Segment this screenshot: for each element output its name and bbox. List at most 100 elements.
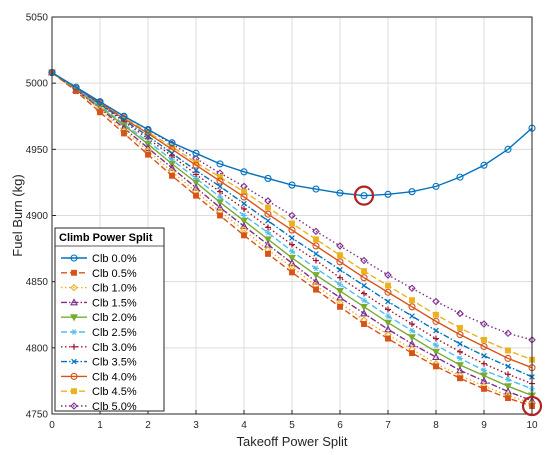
data-point [169, 172, 175, 179]
data-point [289, 248, 295, 255]
marker-stroke [337, 266, 343, 273]
legend-label: Clb 3.5% [92, 357, 137, 369]
data-point [456, 309, 464, 318]
legend-label: Clb 2.5% [92, 327, 137, 339]
data-point [264, 197, 272, 205]
data-point [312, 272, 320, 280]
marker-stroke [362, 297, 366, 304]
data-point [337, 266, 343, 273]
marker-stroke [409, 313, 415, 319]
data-point [361, 290, 367, 297]
data-point [265, 250, 271, 257]
data-point [265, 217, 271, 224]
data-point [241, 212, 247, 219]
data-point [216, 199, 224, 207]
data-point [193, 171, 199, 178]
data-point [505, 395, 511, 402]
data-point [192, 183, 200, 191]
marker-stroke [434, 342, 438, 349]
data-point [409, 313, 415, 319]
x-tick-label: 7 [385, 420, 391, 431]
series-clb-3-0- [49, 69, 535, 387]
data-point [241, 200, 247, 207]
x-tick-label: 8 [433, 420, 439, 431]
data-point [336, 242, 344, 250]
data-point [385, 282, 391, 289]
marker-stroke [72, 329, 76, 335]
series-line [51, 71, 533, 369]
data-point [504, 387, 512, 395]
data-point [313, 265, 319, 272]
x-tick-label: 9 [481, 420, 487, 431]
data-point [216, 160, 224, 168]
marker-stroke [505, 363, 511, 370]
y-tick-label: 4750 [26, 410, 49, 421]
data-point [169, 152, 175, 159]
data-point [217, 194, 223, 200]
data-point [481, 352, 487, 359]
x-axis-label: Takeoff Power Split [236, 434, 347, 449]
data-point [409, 321, 415, 328]
data-point [71, 329, 77, 335]
data-point [480, 161, 488, 169]
data-point [240, 168, 248, 176]
data-point [265, 229, 271, 236]
data-point [384, 288, 392, 296]
data-point [289, 269, 295, 276]
data-point [312, 185, 320, 193]
legend-entry: Clb 0.0% [61, 253, 137, 265]
data-point [433, 342, 439, 349]
x-tick-label: 1 [97, 420, 103, 431]
legend-label: Clb 4.5% [92, 386, 137, 398]
data-point [505, 371, 511, 378]
data-point [360, 309, 368, 317]
data-point [240, 221, 248, 230]
y-tick-label: 4950 [26, 145, 49, 156]
marker-stroke [290, 248, 294, 255]
data-point [121, 130, 127, 137]
series-clb-0-0- [48, 69, 536, 200]
marker-stroke [386, 313, 390, 319]
legend-label: Clb 2.0% [92, 312, 137, 324]
y-tick-label: 4800 [26, 343, 49, 354]
data-point [288, 226, 296, 234]
data-point [241, 205, 247, 212]
highlight-circle [353, 185, 375, 206]
data-point [192, 161, 200, 169]
y-tick-label: 4900 [26, 211, 49, 222]
data-point [337, 274, 343, 281]
data-point [70, 314, 78, 322]
data-point [456, 331, 464, 339]
data-point [432, 297, 440, 306]
data-point [337, 252, 343, 259]
data-point [71, 358, 77, 365]
data-point [289, 220, 295, 227]
data-point [217, 188, 223, 195]
data-point [192, 179, 200, 187]
data-point [456, 173, 464, 181]
data-point [145, 151, 151, 158]
legend-items: Clb 0.0% Clb 0.5% Clb 1.0% Clb 1.5% Clb 2.0%… [61, 253, 137, 413]
data-point [505, 376, 511, 383]
data-point [97, 109, 103, 116]
data-point [70, 372, 78, 380]
data-point [432, 348, 440, 356]
legend-label: Clb 1.0% [92, 283, 137, 295]
data-point [336, 258, 344, 266]
x-tick-label: 6 [337, 420, 343, 431]
x-tick-label: 3 [193, 420, 199, 431]
x-tick-label: 10 [526, 420, 538, 431]
data-point [289, 241, 295, 248]
data-point [337, 281, 343, 288]
data-point [193, 167, 199, 174]
data-point [361, 321, 367, 327]
data-point [505, 347, 511, 354]
marker-stroke [218, 194, 222, 200]
data-point [312, 242, 320, 250]
marker-stroke [338, 281, 342, 288]
data-point [384, 190, 392, 198]
marker-stroke [361, 282, 367, 289]
data-point [457, 325, 463, 331]
marker-stroke [289, 235, 295, 241]
